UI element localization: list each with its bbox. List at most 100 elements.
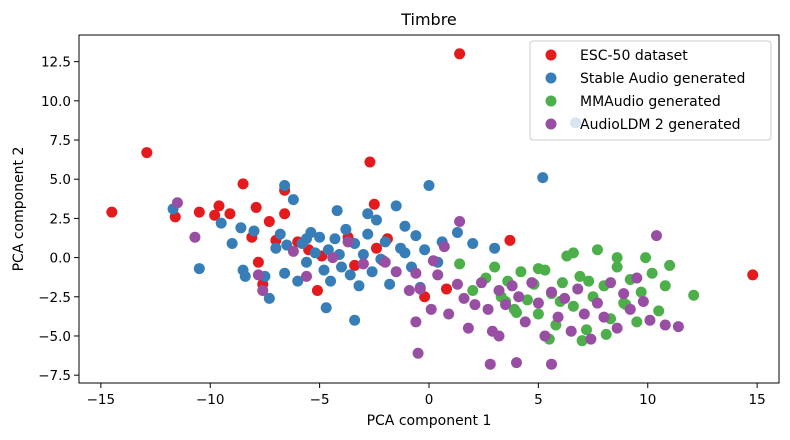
data-point — [651, 230, 662, 242]
data-point — [493, 330, 505, 342]
data-point — [591, 244, 603, 256]
data-point — [410, 267, 422, 279]
data-point — [591, 297, 603, 309]
data-point — [504, 234, 516, 246]
data-point — [371, 214, 382, 226]
data-point — [314, 231, 326, 243]
data-point — [515, 266, 527, 278]
data-point — [458, 292, 470, 304]
data-point — [441, 283, 452, 295]
data-point — [414, 283, 426, 295]
data-point — [644, 314, 656, 326]
data-point — [279, 267, 291, 279]
data-point — [605, 277, 617, 289]
data-point — [292, 275, 304, 287]
y-axis-ticks: −7.5 −5.0 −2.5 0.0 2.5 5.0 7.5 10.0 12.5 — [38, 55, 79, 384]
data-point — [425, 303, 437, 315]
data-point — [384, 278, 396, 290]
data-point — [565, 325, 577, 337]
data-point — [311, 285, 323, 297]
data-point — [556, 277, 568, 289]
legend-label-esc50: ESC-50 dataset — [580, 48, 688, 64]
data-point — [637, 295, 649, 307]
data-point — [631, 272, 643, 284]
data-point — [325, 275, 337, 287]
data-point — [572, 283, 584, 295]
data-point — [659, 280, 671, 292]
y-axis-label: PCA component 2 — [11, 147, 27, 272]
data-point — [399, 247, 411, 259]
data-point — [193, 206, 205, 218]
legend-label-stable-audio: Stable Audio generated — [580, 71, 745, 87]
data-point — [349, 314, 361, 326]
data-point — [353, 280, 365, 292]
data-point — [209, 209, 221, 221]
legend-marker-stable-audio — [545, 72, 557, 84]
data-point — [482, 303, 494, 315]
data-point — [532, 308, 544, 320]
data-point — [331, 205, 343, 217]
data-point — [224, 208, 236, 220]
data-point — [659, 319, 671, 331]
data-point — [451, 278, 463, 290]
legend-marker-mmaudio — [545, 95, 557, 107]
data-point — [379, 256, 391, 268]
data-point — [672, 321, 684, 333]
data-point — [537, 172, 549, 184]
data-point — [454, 258, 466, 270]
data-point — [215, 217, 227, 229]
series-esc-50-dataset — [106, 48, 759, 303]
data-point — [489, 242, 501, 254]
data-point — [301, 270, 312, 282]
data-point — [747, 269, 759, 281]
data-point — [546, 286, 557, 298]
y-tick-label: 7.5 — [50, 133, 71, 149]
data-point — [635, 286, 647, 298]
data-point — [320, 302, 332, 314]
x-tick-label: −15 — [87, 392, 116, 408]
data-point — [390, 266, 402, 278]
data-point — [274, 228, 286, 240]
data-point — [248, 225, 260, 237]
data-point — [250, 201, 262, 213]
data-point — [403, 285, 415, 297]
data-point — [410, 316, 422, 328]
data-point — [362, 228, 374, 240]
data-point — [546, 358, 557, 370]
data-point — [552, 311, 564, 323]
y-tick-label: 0.0 — [50, 251, 71, 267]
data-point — [349, 259, 361, 271]
data-point — [106, 206, 118, 218]
x-tick-label: 15 — [749, 392, 766, 408]
data-point — [581, 324, 592, 336]
data-point — [646, 267, 658, 279]
data-point — [309, 247, 321, 259]
data-point — [583, 275, 595, 287]
data-point — [532, 297, 544, 309]
legend-label-mmaudio: MMAudio generated — [580, 94, 721, 110]
y-tick-label: 12.5 — [41, 55, 71, 71]
data-point — [526, 277, 538, 289]
data-point — [141, 147, 153, 159]
data-point — [451, 227, 463, 239]
data-point — [539, 330, 551, 342]
data-point — [611, 252, 623, 264]
data-point — [371, 242, 382, 254]
data-point — [235, 222, 247, 234]
data-point — [270, 242, 282, 254]
data-point — [412, 347, 424, 359]
data-point — [611, 261, 623, 273]
x-tick-label: −5 — [310, 392, 330, 408]
data-point — [257, 285, 269, 297]
y-tick-label: −5.0 — [38, 329, 71, 345]
y-tick-label: −7.5 — [38, 368, 71, 384]
data-point — [489, 261, 501, 273]
data-point — [443, 308, 455, 320]
data-point — [521, 294, 533, 306]
data-point — [171, 197, 183, 209]
data-point — [263, 292, 275, 304]
x-axis-ticks: −15 −10 −5 0 5 10 15 — [87, 383, 766, 408]
y-tick-label: 10.0 — [41, 94, 71, 110]
data-point — [344, 269, 356, 281]
data-point — [340, 223, 352, 235]
